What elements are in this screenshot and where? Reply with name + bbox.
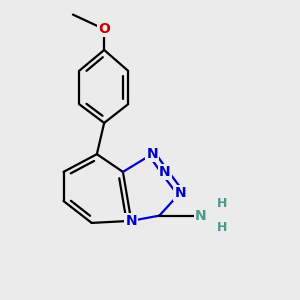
Text: N: N: [174, 186, 186, 200]
Text: N: N: [159, 165, 170, 179]
Text: O: O: [98, 22, 110, 36]
Text: N: N: [146, 147, 158, 161]
Text: H: H: [217, 196, 227, 210]
Text: N: N: [195, 208, 207, 223]
Text: N: N: [125, 214, 137, 228]
Text: H: H: [217, 220, 227, 234]
